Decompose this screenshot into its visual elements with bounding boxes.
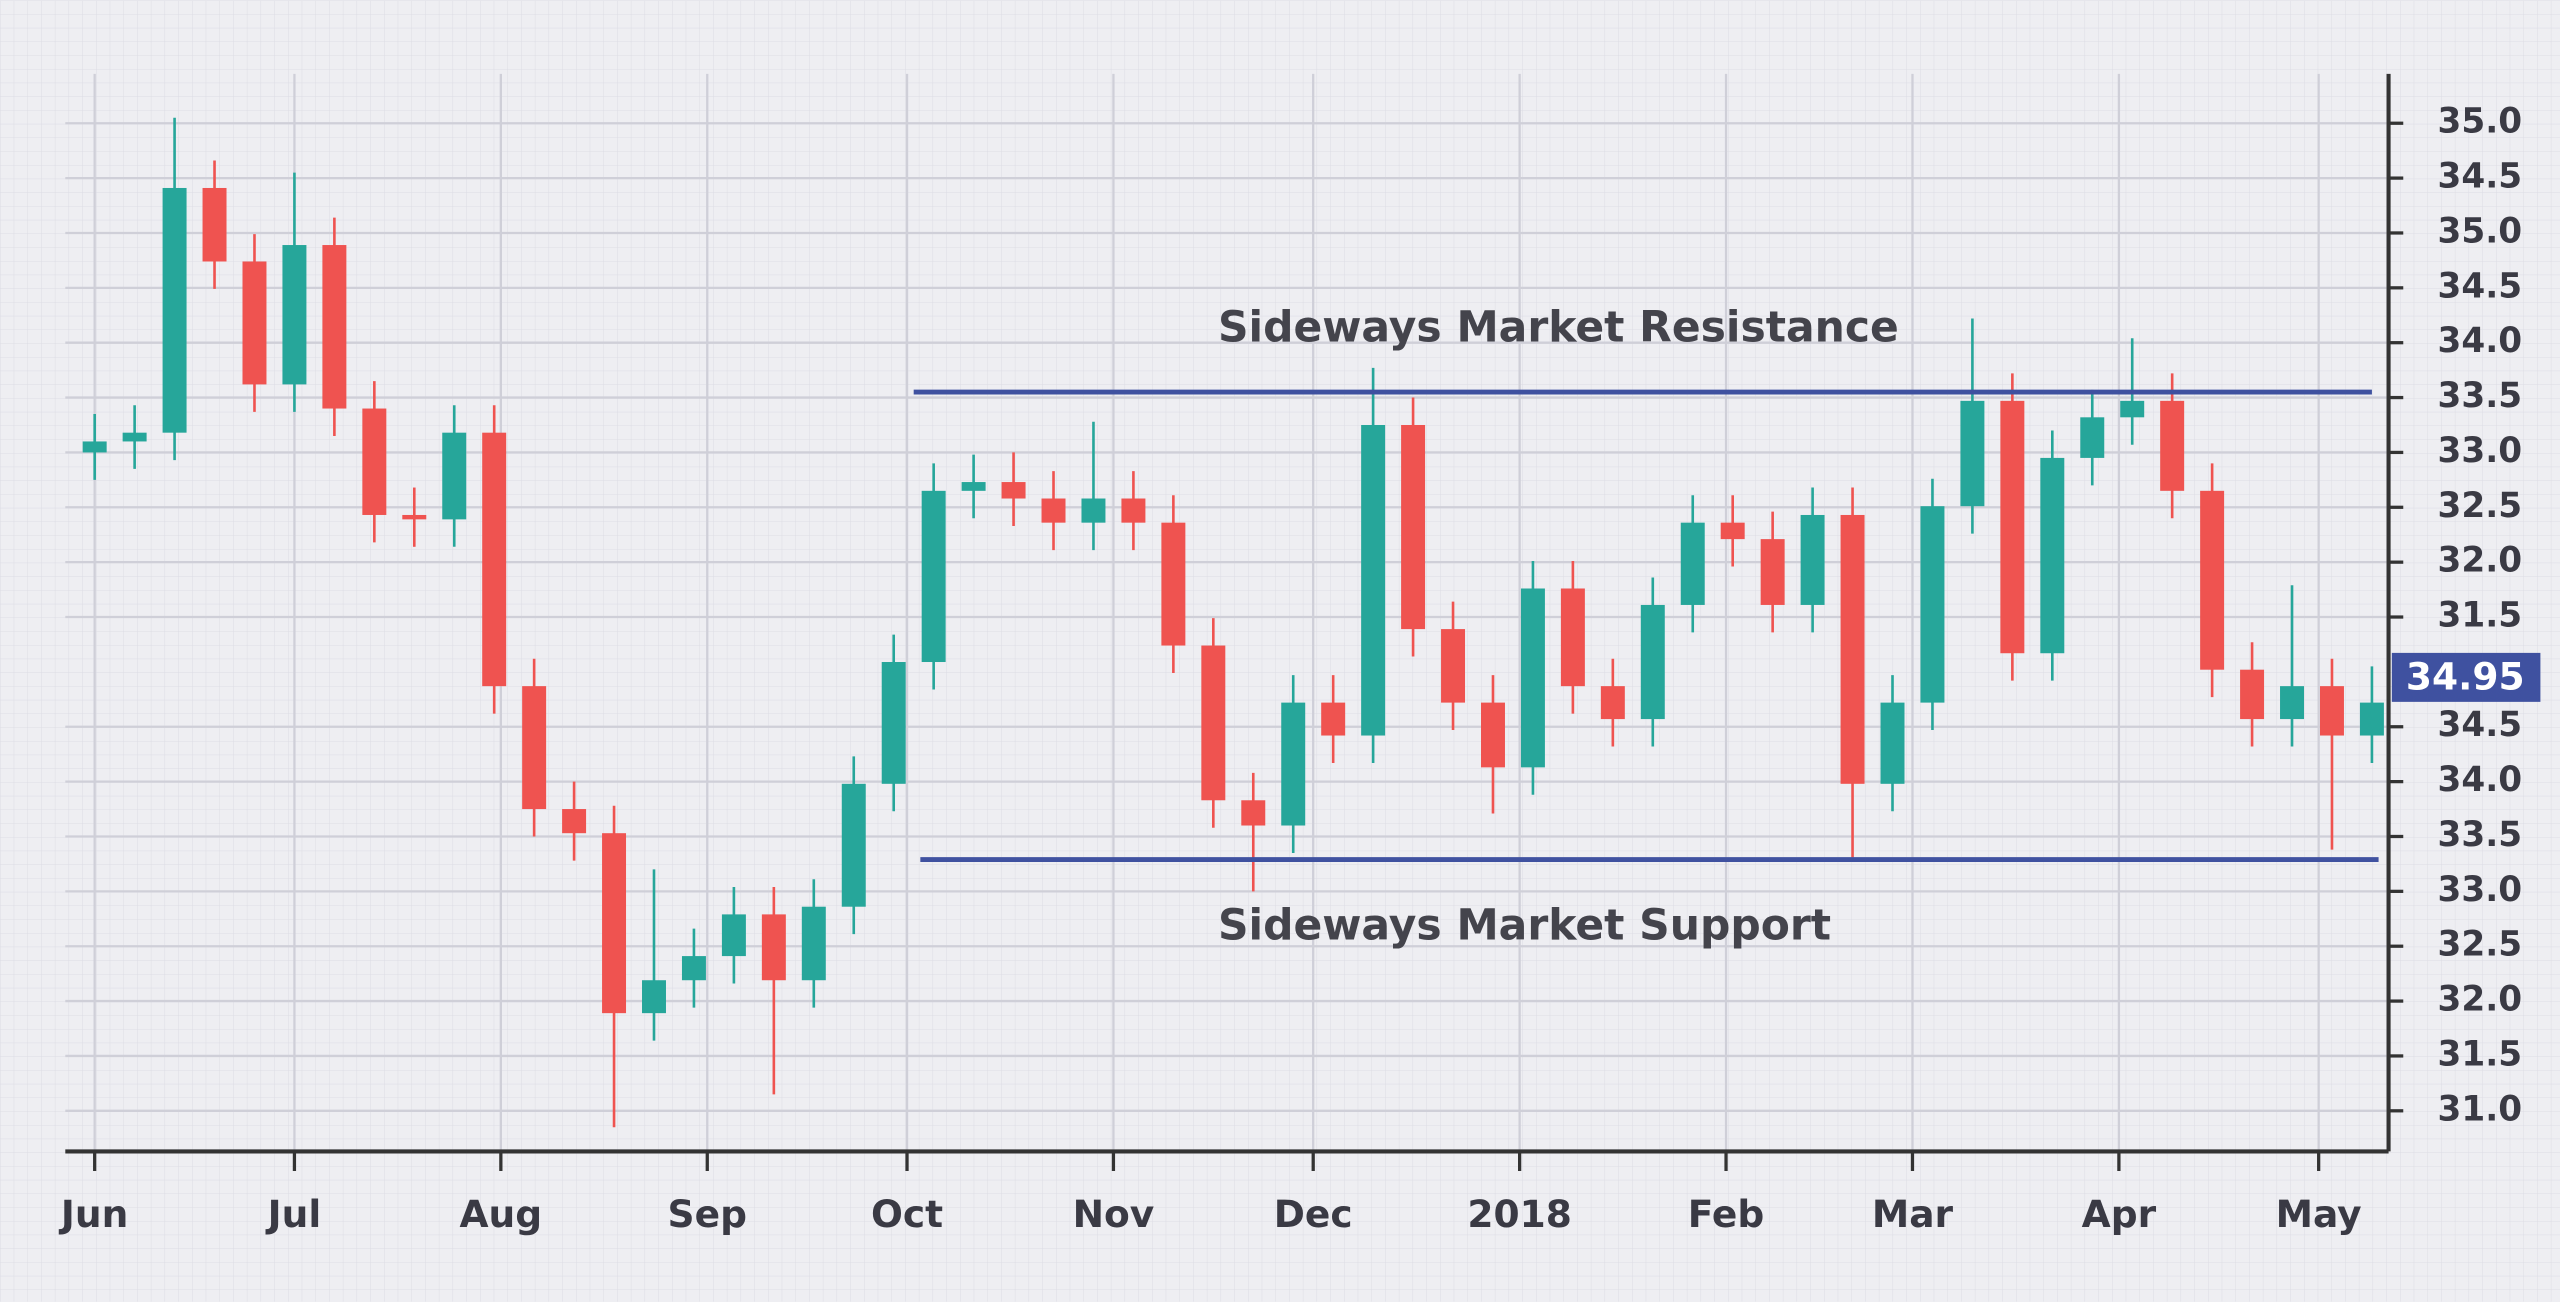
candle-body [1800, 514, 1825, 605]
candle-body [482, 432, 507, 687]
x-tick-label: Sep [668, 1192, 747, 1236]
y-tick-label: 32.5 [2438, 925, 2523, 965]
candle-body [2080, 417, 2105, 458]
candle-body [2319, 686, 2344, 736]
y-tick-label: 34.0 [2438, 321, 2523, 361]
candle-body [1520, 588, 1545, 768]
y-tick-label: 34.0 [2438, 760, 2523, 800]
candle-body [1201, 645, 1226, 801]
candle-body [402, 514, 427, 520]
y-tick-label: 34.5 [2438, 705, 2523, 745]
candle-body [1640, 604, 1665, 720]
y-tick-label: 32.5 [2438, 486, 2523, 526]
x-tick-label: May [2276, 1192, 2362, 1236]
candle-body [761, 914, 786, 981]
candle-body [1600, 686, 1625, 720]
y-tick-label: 33.5 [2438, 376, 2523, 416]
candle-body [1960, 400, 1985, 507]
candle-body [1321, 702, 1346, 736]
candle-body [362, 408, 387, 515]
candle-body [2160, 400, 2185, 491]
candle-body [1241, 800, 1266, 826]
candle-body [1720, 522, 1745, 540]
candle-body [1041, 498, 1066, 523]
candle-body [2000, 400, 2025, 654]
candle-body [1840, 514, 1865, 784]
last-price-label: 34.95 [2406, 655, 2525, 699]
x-tick-label: 2018 [1467, 1192, 1572, 1236]
y-tick-label: 33.0 [2438, 431, 2523, 471]
candle-body [122, 432, 147, 442]
candle-body [1281, 702, 1306, 826]
candle-body [1920, 506, 1945, 703]
candle-body [1361, 424, 1386, 736]
y-tick-label: 31.5 [2438, 596, 2523, 636]
y-tick-label: 31.0 [2438, 1089, 2523, 1129]
candle-body [801, 906, 826, 981]
candle-body [721, 914, 746, 957]
candle-body [322, 245, 347, 409]
candle-body [921, 490, 946, 663]
candle-body [681, 956, 706, 981]
annotation: Sideways Market Support [1218, 902, 1831, 951]
x-tick-label: Aug [460, 1192, 543, 1236]
candle-body [2240, 669, 2265, 720]
y-tick-label: 32.0 [2438, 541, 2523, 581]
candle-body [1480, 702, 1505, 768]
y-tick-label: 31.5 [2438, 1034, 2523, 1074]
y-tick-label: 34.5 [2438, 266, 2523, 306]
y-tick-label: 35.0 [2438, 102, 2523, 142]
candle-body [2120, 400, 2145, 418]
candle-body [1680, 522, 1705, 605]
last-price-badge [2391, 652, 2541, 702]
candle-body [522, 686, 547, 810]
candle-body [1161, 522, 1186, 646]
candle-body [1081, 498, 1106, 523]
candle-body [1441, 629, 1466, 703]
candle-body [1121, 498, 1146, 523]
candle-body [442, 432, 467, 520]
candle-body [2280, 686, 2305, 720]
x-tick-label: Nov [1073, 1192, 1155, 1236]
candle-body [2359, 702, 2384, 736]
candle-body [562, 809, 587, 834]
candle-body [1001, 482, 1026, 499]
y-tick-label: 32.0 [2438, 980, 2523, 1020]
candle-body [82, 441, 107, 453]
candle-body [162, 187, 187, 433]
candle-body [2200, 490, 2225, 670]
candle-body [2040, 457, 2065, 654]
candle-body [1880, 702, 1905, 784]
candle-body [881, 662, 906, 784]
x-tick-label: Dec [1274, 1192, 1353, 1236]
candle-body [202, 187, 227, 262]
candle-body [602, 833, 627, 1014]
candle-body [1401, 424, 1426, 630]
candle-body [282, 245, 307, 385]
x-tick-label: Feb [1688, 1192, 1764, 1236]
x-tick-label: Jun [58, 1192, 128, 1236]
x-tick-label: Jul [265, 1192, 322, 1236]
y-tick-label: 33.5 [2438, 815, 2523, 855]
candle-body [841, 783, 866, 907]
candle-body [1760, 539, 1785, 605]
x-tick-label: Apr [2082, 1192, 2157, 1236]
y-tick-label: 33.0 [2438, 870, 2523, 910]
candle-body [242, 261, 267, 385]
candle-body [642, 980, 666, 1014]
candle-body [961, 482, 986, 491]
x-tick-label: Mar [1872, 1192, 1954, 1236]
y-tick-label: 34.5 [2438, 157, 2523, 197]
y-tick-label: 35.0 [2438, 211, 2523, 251]
x-tick-label: Oct [871, 1192, 943, 1236]
candle-body [1560, 588, 1585, 687]
annotation: Sideways Market Resistance [1218, 304, 1899, 353]
